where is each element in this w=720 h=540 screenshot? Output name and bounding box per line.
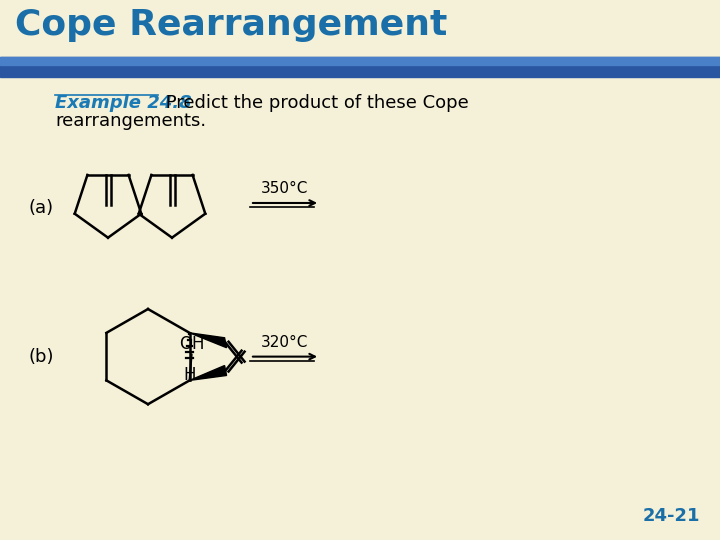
Text: rearrangements.: rearrangements. (55, 112, 206, 130)
Bar (0, 57, 720, 65)
Text: Example 24.8: Example 24.8 (55, 94, 192, 112)
Text: OH: OH (179, 335, 204, 353)
Text: (b): (b) (28, 348, 53, 366)
Bar (0, 57, 720, 77)
Bar (0, 5, 720, 59)
Text: 350°C: 350°C (261, 181, 309, 196)
Text: Predict the product of these Cope: Predict the product of these Cope (160, 94, 469, 112)
Text: Cope Rearrangement: Cope Rearrangement (15, 9, 447, 43)
Polygon shape (189, 333, 227, 348)
Polygon shape (189, 366, 227, 380)
Text: H: H (184, 366, 196, 383)
Text: (a): (a) (28, 199, 53, 217)
Text: 24-21: 24-21 (642, 507, 700, 525)
Text: 320°C: 320°C (261, 335, 309, 350)
